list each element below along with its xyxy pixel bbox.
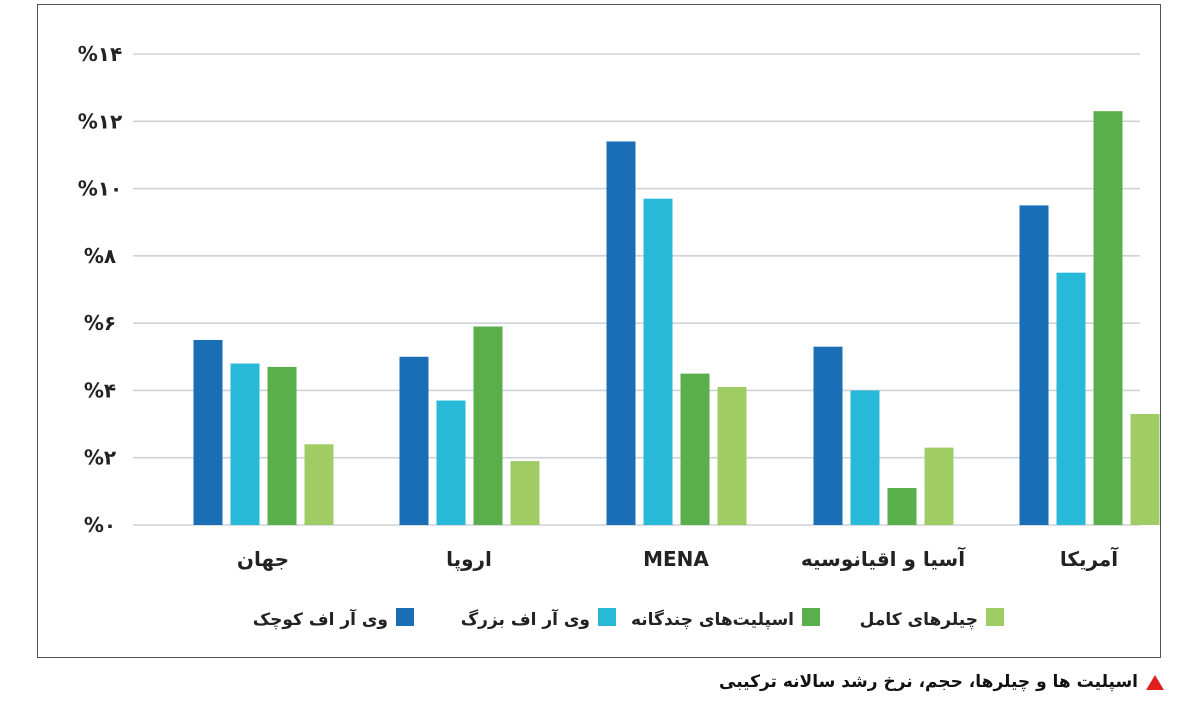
legend: وی آر اف کوچک وی آر اف بزرگ اسپلیت‌های چند… [253, 608, 1004, 630]
bar [643, 198, 673, 525]
bar [510, 461, 540, 525]
caption-text: اسپلیت ها و چیلرها، حجم، نرخ رشد سالانه … [719, 672, 1138, 692]
bar [887, 487, 917, 525]
figure-caption: اسپلیت ها و چیلرها، حجم، نرخ رشد سالانه … [719, 672, 1164, 692]
bar [717, 387, 747, 525]
y-axis-ticks: %۰ %۲ %۴ %۶ %۸ %۱۰ %۱۲ %۱۴ [78, 42, 122, 537]
bar [1093, 111, 1123, 525]
legend-label: اسپلیت‌های چندگانه [631, 609, 794, 630]
y-tick-label: %۱۰ [78, 177, 122, 201]
x-category-label: آمریکا [1060, 546, 1119, 571]
bar [924, 447, 954, 525]
bar [1056, 272, 1086, 525]
bar [606, 141, 636, 525]
legend-label: چیلرهای کامل [860, 610, 978, 630]
bar [436, 400, 466, 525]
legend-label: وی آر اف کوچک [253, 608, 388, 630]
bar [304, 444, 334, 525]
bar [267, 366, 297, 525]
legend-label: وی آر اف بزرگ [461, 608, 590, 630]
chart-frame: %۰ %۲ %۴ %۶ %۸ %۱۰ %۱۲ %۱۴ جهان اروپا MENA آسیا و … [37, 4, 1161, 658]
bar [813, 346, 843, 525]
legend-swatch [396, 608, 414, 626]
bar [473, 326, 503, 525]
bar [1130, 413, 1160, 525]
y-tick-label: %۱۴ [78, 42, 122, 66]
legend-swatch [598, 608, 616, 626]
bar [230, 363, 260, 525]
legend-swatch [986, 608, 1004, 626]
y-tick-label: %۱۲ [78, 109, 122, 133]
bar [680, 373, 710, 525]
bar [399, 356, 429, 525]
bar [193, 339, 223, 525]
triangle-marker-icon [1146, 674, 1164, 690]
y-tick-label: %۰ [84, 513, 116, 537]
y-tick-label: %۶ [84, 311, 116, 335]
bars [193, 111, 1160, 525]
x-category-label: MENA [643, 547, 709, 571]
bar [1019, 205, 1049, 525]
bar [850, 390, 880, 525]
legend-swatch [802, 608, 820, 626]
bar-chart: %۰ %۲ %۴ %۶ %۸ %۱۰ %۱۲ %۱۴ جهان اروپا MENA آسیا و … [78, 42, 1160, 630]
x-axis-categories: جهان اروپا MENA آسیا و اقیانوسیه آمریکا [237, 546, 1119, 572]
x-category-label: آسیا و اقیانوسیه [801, 546, 966, 571]
gridlines [133, 53, 1140, 526]
x-category-label: جهان [237, 547, 289, 571]
y-tick-label: %۴ [84, 378, 116, 402]
y-tick-label: %۲ [84, 446, 116, 470]
x-category-label: اروپا [446, 547, 492, 572]
y-tick-label: %۸ [84, 244, 116, 268]
